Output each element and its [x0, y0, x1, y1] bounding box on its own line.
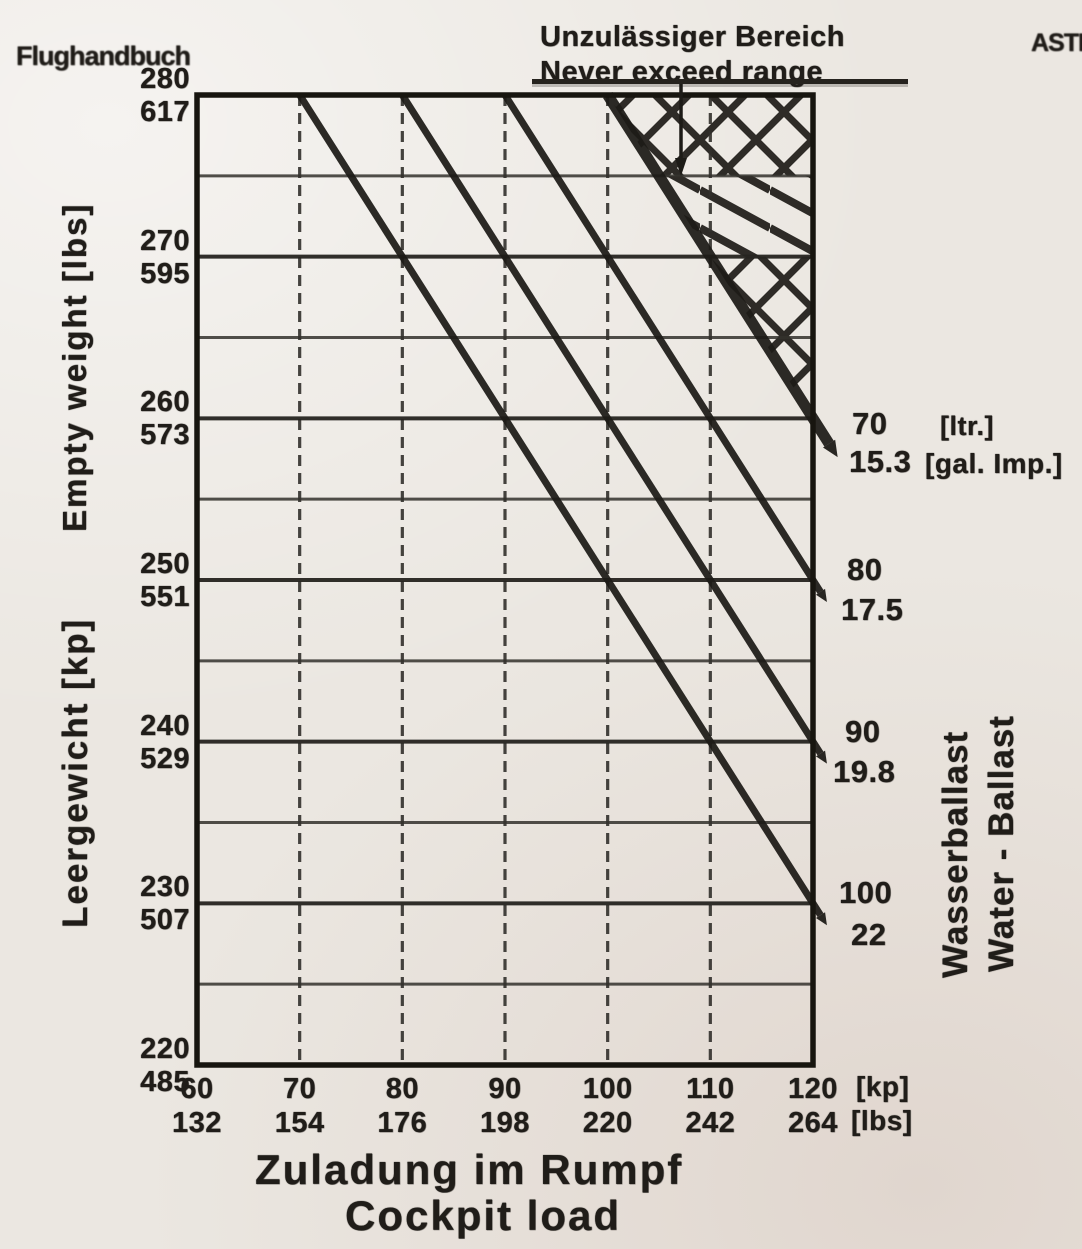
- warning-leader-arrow: [675, 158, 687, 176]
- x-tick-lbs-label: 198: [480, 1107, 530, 1139]
- water-ballast-100-ltr: [296, 93, 824, 918]
- header-left-text: Flughandbuch: [16, 41, 191, 71]
- x-axis-title-en: Cockpit load: [345, 1192, 622, 1239]
- x-tick-lbs-label: 154: [274, 1107, 325, 1139]
- x-tick-kp-label: 120: [788, 1073, 838, 1105]
- x-tick-kp-label: 70: [283, 1073, 317, 1105]
- ballast-label-sub: 22: [851, 917, 887, 953]
- ballast-label-value: 100: [839, 875, 893, 911]
- y-tick-lbs-label: 573: [140, 419, 190, 452]
- ballast-label-sub: 17.5: [841, 592, 904, 627]
- x-tick-kp-label: 90: [488, 1073, 522, 1105]
- ballast-label-sub-unit: [gal. Imp.]: [925, 448, 1063, 480]
- y-tick-kp-label: 270: [140, 224, 190, 257]
- water-ballast-80-ltr: [502, 93, 824, 594]
- x-tick-kp-label: 80: [385, 1073, 419, 1105]
- ballast-label-unit: [ltr.]: [940, 411, 994, 442]
- y-tick-lbs-label: 595: [140, 257, 190, 290]
- y-tick-kp-label: 230: [140, 871, 190, 904]
- x-axis-title-de: Zuladung im Rumpf: [255, 1146, 684, 1193]
- header-right-text: ASTIR: [1031, 29, 1082, 57]
- ballast-label-value: 80: [847, 552, 883, 587]
- ballast-label-value: 70: [852, 406, 888, 442]
- ballast-label-value: 90: [845, 713, 881, 749]
- water-ballast-90-ltr: [399, 93, 824, 756]
- warning-underline: [532, 79, 908, 84]
- y-tick-lbs-label: 485: [140, 1066, 190, 1098]
- warning-title-de: Unzulässiger Bereich: [540, 21, 845, 53]
- x-tick-kp-label: 60: [180, 1073, 214, 1105]
- x-unit-kp-label: [kp]: [856, 1071, 910, 1102]
- ballast-label-sub: 19.8: [833, 753, 896, 789]
- x-tick-lbs-label: 132: [172, 1107, 222, 1139]
- y-tick-kp-label: 220: [140, 1033, 190, 1065]
- y-tick-kp-label: 240: [140, 709, 190, 742]
- ballast-label-sub: 15.3: [849, 444, 912, 480]
- y-tick-kp-label: 250: [140, 548, 190, 580]
- x-tick-lbs-label: 264: [788, 1107, 838, 1139]
- x-tick-lbs-label: 176: [377, 1107, 428, 1139]
- x-tick-lbs-label: 242: [685, 1107, 736, 1139]
- x-unit-lbs-label: [lbs]: [851, 1105, 913, 1136]
- y-tick-lbs-label: 551: [140, 581, 190, 613]
- x-tick-kp-label: 110: [686, 1073, 735, 1105]
- y-tick-kp-label: 260: [140, 386, 190, 419]
- y-tick-lbs-label: 617: [140, 96, 190, 128]
- x-tick-kp-label: 100: [582, 1073, 633, 1105]
- y-tick-kp-label: 280: [140, 63, 190, 95]
- y-tick-lbs-label: 529: [140, 742, 190, 775]
- water-ballast-70-ltr: [603, 92, 834, 447]
- x-tick-lbs-label: 220: [582, 1107, 633, 1139]
- y-tick-lbs-label: 507: [140, 904, 190, 937]
